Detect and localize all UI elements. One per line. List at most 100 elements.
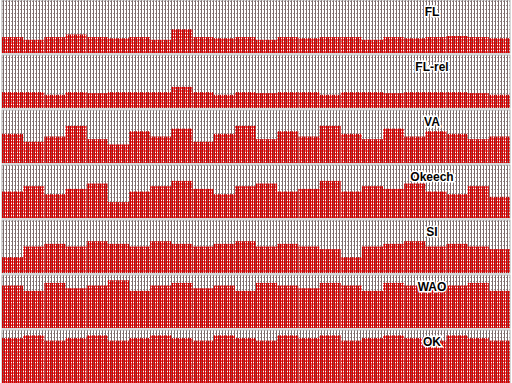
bar — [87, 93, 108, 108]
bar — [383, 244, 404, 273]
panel — [2, 0, 510, 53]
bar — [447, 92, 468, 108]
bar — [193, 142, 214, 163]
bar — [235, 241, 256, 273]
bar — [2, 338, 23, 383]
bar — [129, 338, 150, 383]
bar — [383, 129, 404, 163]
bar — [214, 244, 235, 273]
bar — [87, 241, 108, 273]
bar — [277, 92, 298, 108]
bar — [129, 37, 150, 53]
bars — [2, 181, 510, 218]
bar — [87, 335, 108, 383]
panel-label: SI — [426, 225, 437, 239]
bar — [489, 291, 510, 328]
bar — [341, 37, 362, 53]
bar — [2, 92, 23, 108]
bar — [404, 38, 425, 53]
bar — [23, 186, 44, 218]
bar — [362, 139, 383, 163]
bar — [256, 247, 277, 274]
bar — [129, 291, 150, 328]
bar — [320, 181, 341, 218]
panel-background — [2, 330, 510, 383]
bar — [171, 338, 192, 383]
bar — [277, 37, 298, 53]
bar — [277, 244, 298, 273]
bars — [2, 335, 510, 383]
panel-background — [2, 0, 510, 53]
bar — [468, 139, 489, 163]
bar — [256, 93, 277, 108]
bar — [425, 192, 446, 219]
bar — [383, 37, 404, 53]
bar — [87, 139, 108, 163]
bar — [277, 192, 298, 219]
bar — [468, 93, 489, 108]
bar — [171, 283, 192, 328]
bar — [383, 189, 404, 218]
bar — [44, 95, 65, 108]
bar — [171, 244, 192, 273]
bar — [404, 137, 425, 164]
bar — [44, 37, 65, 53]
bar — [193, 341, 214, 383]
panel-label: VA — [424, 115, 440, 129]
bar — [129, 92, 150, 108]
bar — [447, 244, 468, 273]
bar — [23, 92, 44, 108]
panel — [2, 275, 510, 328]
panel-background — [2, 220, 510, 273]
bar — [171, 129, 192, 163]
bar — [298, 189, 319, 218]
panel — [2, 55, 510, 108]
bar — [320, 126, 341, 163]
bar — [87, 286, 108, 328]
bar — [383, 283, 404, 328]
bar — [44, 341, 65, 383]
bar — [489, 341, 510, 383]
bar — [320, 249, 341, 273]
panel — [2, 165, 510, 218]
bar — [44, 137, 65, 164]
panel-label: FL-rel — [415, 60, 448, 74]
bar — [277, 286, 298, 328]
bar — [447, 194, 468, 218]
bar — [66, 189, 87, 218]
bar — [468, 186, 489, 218]
bar — [150, 186, 171, 218]
bar — [44, 244, 65, 273]
bar — [404, 184, 425, 218]
bar — [108, 92, 129, 108]
bar — [468, 247, 489, 274]
bar — [235, 92, 256, 108]
bar — [150, 241, 171, 273]
bar — [320, 95, 341, 108]
bar — [489, 38, 510, 53]
bar — [66, 92, 87, 108]
chart: FLFL-relVAOkeechSIWAOOK — [0, 0, 512, 383]
panel — [2, 330, 510, 383]
bar — [341, 134, 362, 163]
bar — [108, 38, 129, 53]
bar — [23, 40, 44, 53]
bar — [23, 335, 44, 383]
bar — [129, 131, 150, 163]
bar — [425, 131, 446, 163]
bar — [171, 181, 192, 218]
bar — [298, 92, 319, 108]
bars — [2, 241, 510, 273]
bar — [362, 186, 383, 218]
bar — [87, 37, 108, 53]
bar — [425, 37, 446, 53]
bar — [256, 139, 277, 163]
bar — [2, 37, 23, 53]
bar — [320, 37, 341, 53]
bar — [425, 92, 446, 108]
bars — [2, 126, 510, 163]
bar — [277, 335, 298, 383]
bar — [150, 137, 171, 164]
bar — [23, 142, 44, 163]
bar — [489, 137, 510, 164]
